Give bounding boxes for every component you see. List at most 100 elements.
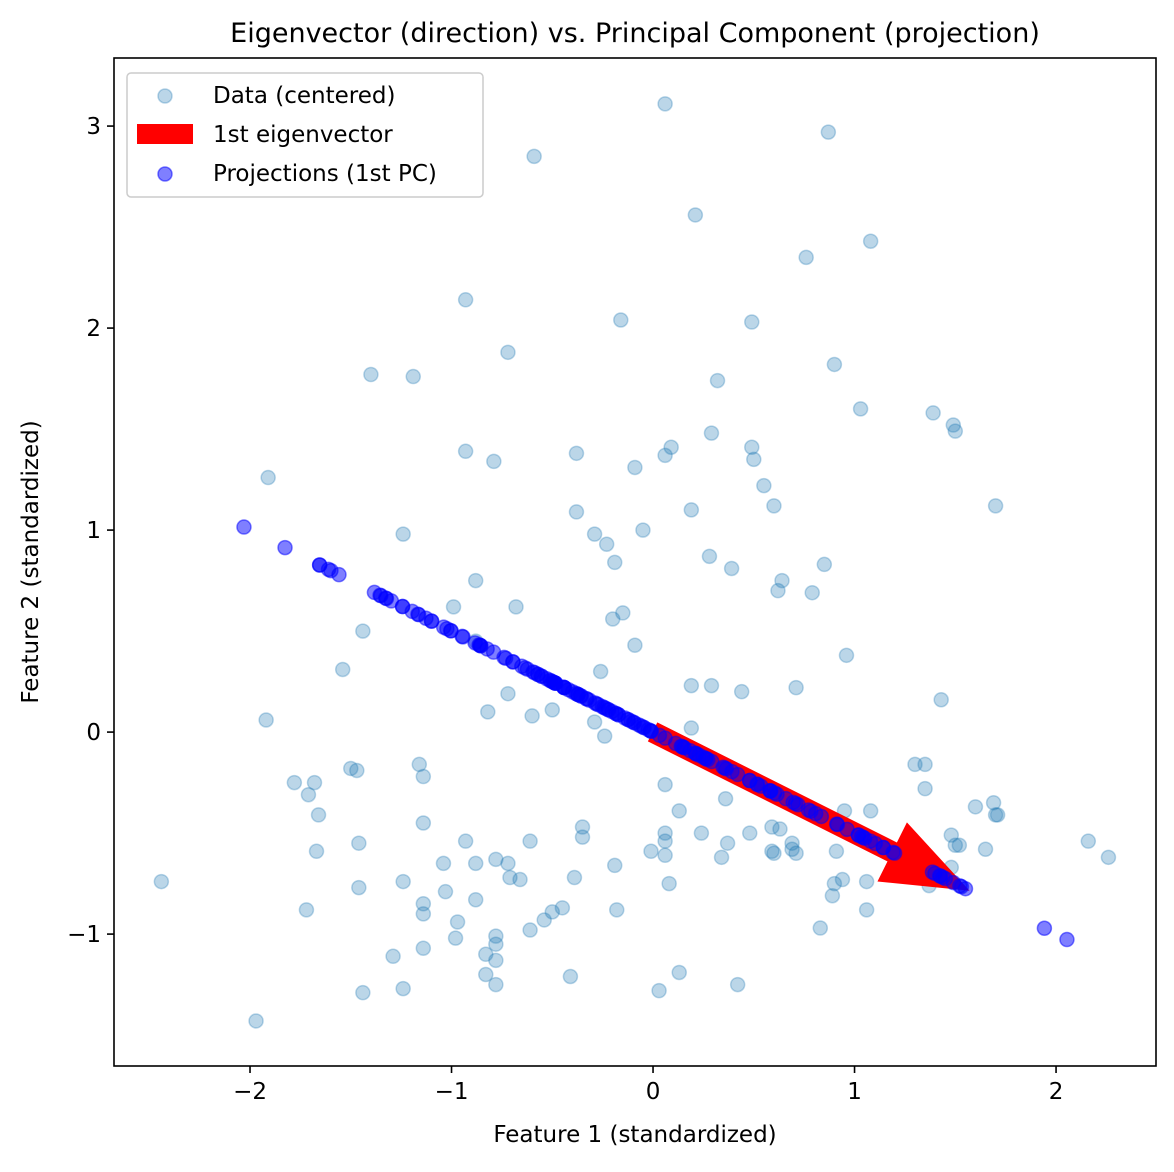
data-point: [643, 843, 659, 860]
data-point: [502, 869, 518, 886]
projection-point: [236, 519, 252, 535]
projection-point: [455, 629, 471, 645]
data-point: [349, 762, 365, 779]
projection-point: [578, 690, 594, 707]
data-point: [651, 982, 667, 999]
data-point: [657, 776, 673, 793]
data-point: [661, 875, 677, 892]
data-point: [788, 679, 804, 696]
data-point: [457, 292, 474, 308]
data-point: [598, 536, 615, 552]
data-point: [693, 825, 710, 841]
data-point: [467, 855, 484, 872]
x-tick-label: −2: [233, 1079, 267, 1105]
data-point: [615, 605, 631, 621]
data-point: [657, 96, 673, 112]
data-point: [415, 815, 432, 831]
data-point: [395, 526, 411, 542]
data-point: [766, 498, 782, 514]
data-point: [536, 912, 552, 928]
data-point: [488, 952, 504, 969]
data-point: [500, 855, 516, 872]
data-point: [554, 900, 571, 916]
data-point: [733, 683, 750, 700]
data-point: [447, 930, 464, 946]
projection-point: [715, 759, 731, 775]
data-point: [838, 647, 855, 664]
data-point: [415, 768, 432, 785]
data-point: [683, 502, 700, 518]
legend-projection-marker: [157, 166, 173, 182]
data-point: [568, 445, 585, 462]
data-point: [985, 795, 1002, 811]
chart-title: Eigenvector (direction) vs. Principal Co…: [230, 18, 1040, 49]
data-point: [784, 835, 800, 851]
projection-point: [423, 613, 440, 629]
data-point: [987, 807, 1004, 823]
x-tick-label: 0: [646, 1079, 661, 1105]
data-point: [764, 843, 780, 860]
data-point: [522, 922, 538, 938]
projection-point: [525, 664, 541, 680]
projection-point: [927, 865, 943, 882]
projection-point: [277, 539, 293, 556]
data-point: [657, 825, 673, 841]
projection-point: [807, 805, 824, 822]
projection-point: [377, 590, 394, 606]
projection-point: [729, 766, 746, 783]
data-point: [967, 799, 984, 815]
data-point: [816, 556, 833, 573]
data-point: [488, 851, 504, 868]
data-point: [351, 879, 367, 896]
projection-point: [1059, 931, 1075, 948]
data-point: [824, 887, 841, 904]
data-point: [260, 469, 276, 486]
projection-point: [404, 603, 421, 620]
data-point: [627, 637, 643, 653]
data-point: [709, 372, 726, 389]
data-point: [586, 526, 603, 542]
data-point: [663, 439, 679, 456]
data-point: [766, 845, 782, 862]
data-point: [703, 677, 720, 694]
data-point: [568, 504, 585, 520]
data-point: [306, 774, 323, 791]
legend-data-marker: [157, 88, 173, 104]
data-point: [606, 857, 623, 874]
data-point: [566, 869, 583, 886]
projection-point: [953, 878, 970, 895]
data-point: [945, 417, 962, 433]
data-point: [657, 447, 673, 464]
data-point: [742, 825, 758, 841]
data-point: [764, 819, 780, 835]
projection-point: [443, 623, 459, 639]
data-point: [592, 663, 609, 680]
data-point: [300, 786, 317, 803]
data-point: [744, 439, 760, 456]
data-point: [486, 453, 502, 470]
data-point: [977, 841, 994, 857]
data-point: [687, 207, 704, 223]
data-point: [1080, 833, 1097, 849]
data-point: [500, 685, 516, 702]
data-point: [524, 708, 540, 724]
data-point: [355, 984, 371, 1001]
data-point: [834, 871, 851, 888]
projection-point: [472, 637, 489, 654]
data-point: [457, 443, 474, 460]
data-point: [411, 756, 428, 773]
data-point: [907, 756, 923, 773]
data-point: [526, 148, 542, 165]
data-point: [756, 477, 772, 494]
data-point: [478, 966, 494, 983]
data-point: [917, 780, 933, 797]
data-point: [596, 728, 613, 744]
data-point: [512, 871, 528, 888]
data-point: [334, 661, 351, 678]
data-point: [772, 821, 788, 837]
projection-point: [1036, 920, 1053, 936]
x-tick-label: 1: [847, 1079, 862, 1105]
data-point: [812, 920, 829, 936]
data-point: [828, 843, 845, 860]
